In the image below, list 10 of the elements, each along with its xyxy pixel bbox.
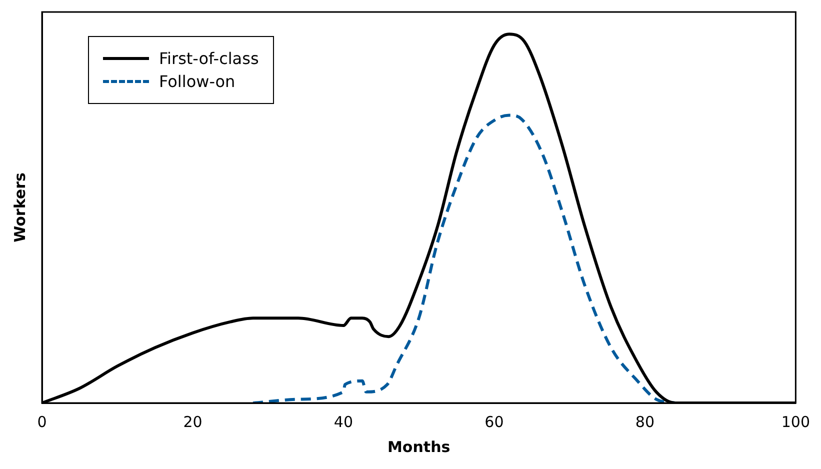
legend-label: First-of-class: [159, 49, 259, 68]
x-tick-label: 100: [781, 412, 810, 431]
x-axis-title: Months: [387, 438, 450, 456]
x-tick-label: 20: [183, 412, 202, 431]
x-tick-label: 0: [37, 412, 47, 431]
x-tick-label: 40: [334, 412, 354, 431]
legend-label: Follow-on: [159, 72, 236, 91]
x-tick-label: 60: [484, 412, 504, 431]
y-axis-title: Workers: [10, 172, 29, 242]
x-tick-label: 80: [635, 412, 654, 431]
